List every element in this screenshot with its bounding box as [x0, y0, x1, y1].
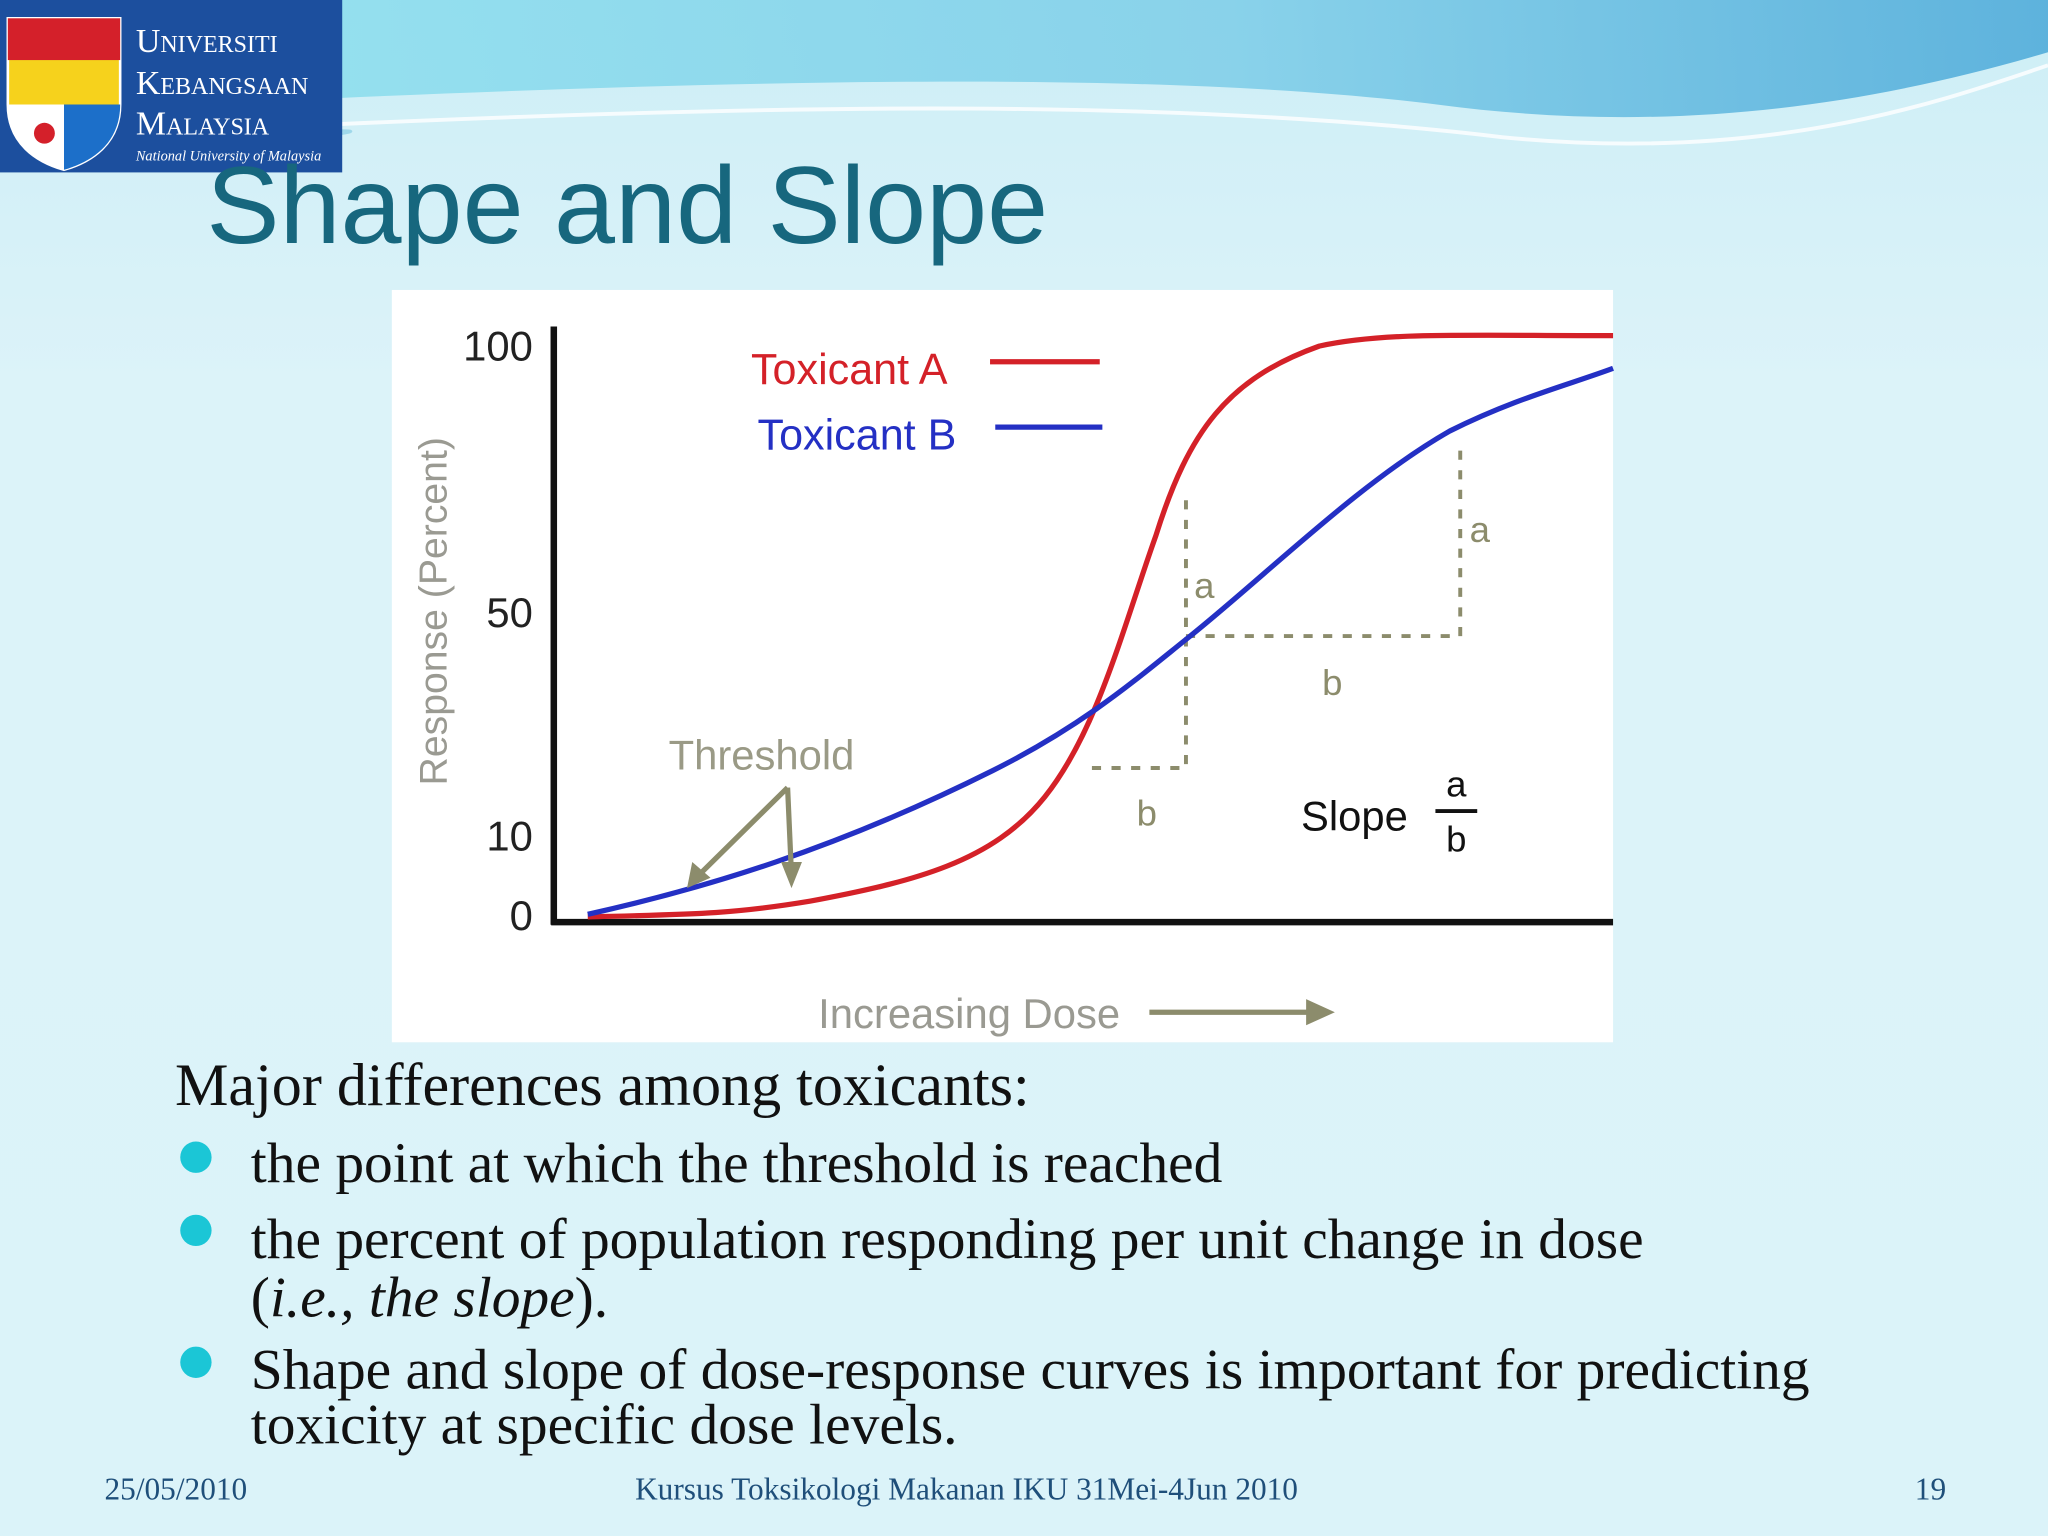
bullet-text: Shape and slope of dose-response curves … [251, 1338, 1810, 1401]
logo-text: Kebangsaan [136, 65, 309, 102]
slope-guide [1091, 496, 1188, 770]
bullet-text: toxicity at specific dose levels. [251, 1393, 958, 1456]
text-part: i.e., the slope [270, 1267, 575, 1330]
slide-title: Shape and Slope [206, 145, 1048, 267]
curve-toxicant-b [587, 365, 1614, 917]
text-part: ). [575, 1267, 609, 1330]
logo-band [7, 18, 121, 61]
header-wave [0, 0, 2048, 118]
legend-label: Toxicant B [758, 411, 957, 459]
logo: Universiti Kebangsaan Malaysia National … [0, 0, 343, 173]
footer-page: 19 [1915, 1471, 1946, 1506]
y-axis-label: Response (Percent) [413, 437, 456, 785]
wave-line [339, 63, 2048, 146]
logo-quarter [64, 104, 121, 170]
segment-label: b [1322, 662, 1342, 703]
segment-label: a [1194, 565, 1215, 606]
legend-label: Toxicant A [751, 346, 948, 394]
y-tick-label: 0 [510, 892, 533, 939]
logo-flower [33, 122, 55, 144]
slope-numerator: a [1446, 764, 1467, 805]
y-tick-label: 50 [486, 589, 532, 636]
footer-date: 25/05/2010 [104, 1471, 247, 1506]
segment-label: b [1137, 792, 1157, 833]
y-tick-label: 100 [463, 322, 533, 369]
x-axis-label: Increasing Dose [818, 990, 1120, 1037]
figure-background [391, 289, 1614, 1043]
bullet [180, 1346, 212, 1378]
slope-denominator: b [1446, 819, 1466, 860]
figure: Response (Percent) 100 50 10 0 Toxicant … [391, 289, 1614, 1043]
bullet-text: the point at which the threshold is reac… [251, 1132, 1223, 1195]
curve-toxicant-a [587, 332, 1614, 920]
footer-course: Kursus Toksikologi Makanan IKU 31Mei-4Ju… [635, 1471, 1298, 1506]
bullet [180, 1141, 212, 1173]
bullet-text: (i.e., the slope). [251, 1267, 608, 1330]
threshold-arrow [694, 785, 795, 880]
bullet-text: the percent of population responding per… [251, 1208, 1644, 1271]
logo-text: Universiti [136, 23, 278, 60]
logo-text: Malaysia [136, 106, 270, 143]
segment-label: a [1470, 509, 1491, 550]
bullet [180, 1214, 212, 1247]
logo-tagline: National University of Malaysia [135, 149, 321, 165]
text-part: ( [251, 1267, 270, 1330]
body-heading: Major differences among toxicants: [175, 1051, 1030, 1118]
arrowhead [1306, 999, 1335, 1026]
slope-guide [1185, 444, 1463, 639]
threshold-label: Threshold [669, 731, 855, 778]
y-tick-label: 10 [486, 812, 532, 859]
slope-label: Slope [1301, 793, 1408, 840]
